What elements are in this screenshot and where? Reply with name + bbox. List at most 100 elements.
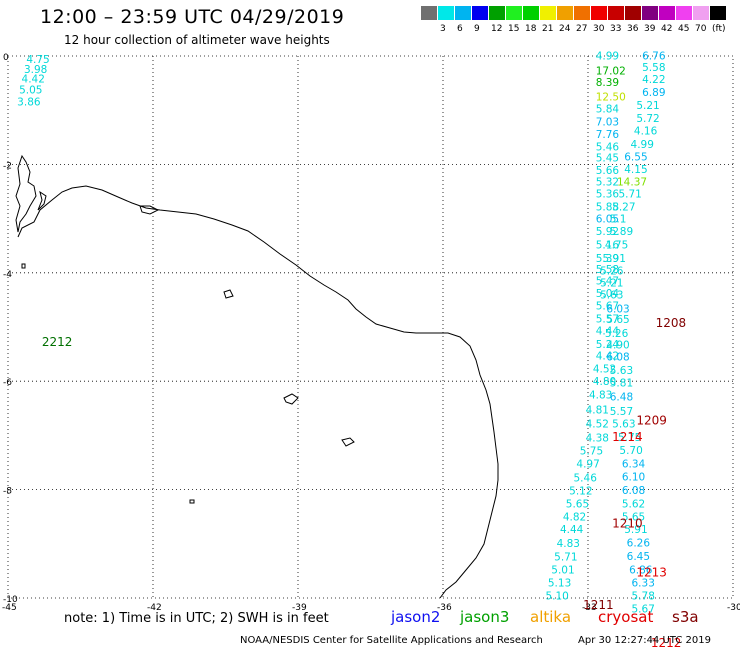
wave-height-value: 4.42 (596, 351, 619, 363)
wave-height-value: 3.98 (24, 64, 47, 76)
wave-height-value: 4.80 (593, 376, 616, 388)
wave-height-value: 5.13 (548, 578, 571, 590)
wave-height-value: 6.05 (596, 213, 619, 225)
color-swatch: 70 (693, 6, 710, 34)
wave-height-value: 4.97 (576, 458, 599, 470)
lon-tick-label: -33 (582, 603, 597, 613)
wave-height-value: 5.21 (600, 277, 623, 289)
color-swatch: 21 (540, 6, 557, 34)
page-title: 12:00 – 23:59 UTC 04/29/2019 (40, 6, 345, 28)
wave-height-value: 5.92 (596, 226, 619, 238)
coastline-islands (189, 499, 195, 504)
color-swatch: 9 (472, 6, 489, 34)
color-scale-label: 27 (576, 24, 588, 34)
wave-height-value: 5.16 (596, 239, 620, 251)
color-scale-label: 33 (610, 24, 622, 34)
wave-height-value: 5.04 (596, 288, 620, 300)
wave-height-value: 5.62 (622, 498, 645, 510)
lat-lon-grid (8, 56, 733, 598)
wave-height-value: 5.75 (580, 445, 603, 457)
color-swatch: 33 (608, 6, 625, 34)
wave-height-value: 5.36 (596, 188, 620, 200)
color-swatch: 36 (625, 6, 642, 34)
coastline-islands (21, 263, 26, 269)
wave-height-value: 5.39 (596, 253, 619, 265)
wave-height-value: 8.39 (596, 77, 619, 89)
wave-height-value: 4.90 (606, 340, 629, 352)
color-scale-label: 3 (440, 24, 446, 34)
wave-height-value: 6.45 (627, 551, 650, 563)
wave-height-value: 4.42 (22, 74, 45, 86)
wave-height-value: 6.55 (624, 152, 647, 164)
wave-height-value: 5.75 (618, 432, 641, 444)
color-scale-label: 45 (678, 24, 690, 34)
wave-height-value: 4.75 (605, 239, 628, 251)
coastline (15, 154, 499, 599)
color-scale-label: 36 (627, 24, 639, 34)
color-scale-label: 24 (559, 24, 571, 34)
wave-height-value: 4.38 (586, 432, 609, 444)
color-scale-legend: 3 6 9 12 15 18 21 24 27 30 33 36 39 42 45 70 (ft) (421, 6, 727, 34)
track-time-label: 1211 (583, 598, 614, 612)
track-time-label: 1209 (636, 414, 667, 428)
color-scale-label: 18 (525, 24, 537, 34)
wave-height-value: 14.37 (617, 177, 647, 189)
color-swatch: 42 (659, 6, 676, 34)
color-scale-label: 42 (661, 24, 673, 34)
wave-height-value: 7.03 (596, 116, 619, 128)
page-subtitle: 12 hour collection of altimeter wave hei… (64, 33, 330, 47)
wave-height-value: 6.08 (622, 485, 645, 497)
wave-height-value: 5.88 (596, 201, 619, 213)
color-scale-label: 30 (593, 24, 605, 34)
wave-height-value: 4.83 (557, 538, 580, 550)
wave-height-value: 5.57 (596, 314, 619, 326)
wave-height-value: 5.26 (600, 265, 624, 277)
color-swatch: 12 (489, 6, 506, 34)
wave-height-value: 5.57 (610, 406, 633, 418)
track-time-label: 1212 (651, 636, 682, 650)
wave-height-value: 17.02 (596, 65, 626, 77)
color-scale-label: 6 (457, 24, 463, 34)
color-swatch: 15 (506, 6, 523, 34)
lon-tick-label: -30 (727, 603, 740, 613)
wave-height-value: 3.86 (17, 96, 41, 108)
wave-height-value: 6.26 (627, 538, 651, 550)
wave-height-value: 6.34 (622, 458, 646, 470)
wave-height-value: 6.89 (642, 87, 665, 99)
coastline-islands (341, 437, 355, 447)
color-scale-label: 39 (644, 24, 656, 34)
wave-height-value: 7.76 (596, 129, 620, 141)
wave-height-value: 4.82 (563, 511, 586, 523)
color-swatch: (ft) (710, 6, 727, 34)
wave-height-value: 5.47 (596, 276, 619, 288)
wave-height-value: 5.26 (605, 328, 629, 340)
wave-height-value: 5.45 (596, 153, 619, 165)
coastline-islands (223, 289, 234, 299)
color-swatch (421, 6, 438, 20)
track-time-label: 1208 (656, 316, 687, 330)
wave-height-value: 5.81 (610, 378, 633, 390)
lat-tick-label: -8 (3, 487, 12, 497)
wave-height-value: 5.63 (600, 289, 623, 301)
wave-height-value: 5.65 (606, 314, 629, 326)
wave-height-value: 5.78 (632, 591, 655, 603)
coastline-mainland (17, 185, 499, 599)
color-swatch: 45 (676, 6, 693, 34)
color-swatch: 30 (591, 6, 608, 34)
lat-tick-label: -4 (3, 270, 12, 280)
wave-height-value: 5.01 (551, 565, 574, 577)
lon-tick-label: -45 (2, 603, 17, 613)
wave-height-value: 5.67 (632, 604, 655, 616)
wave-height-value: 5.10 (545, 591, 568, 603)
wave-height-value: 5.46 (574, 472, 598, 484)
wave-height-value: 5.1 (610, 213, 627, 225)
wave-height-value: 5.12 (569, 485, 592, 497)
wave-height-value: 5.21 (636, 100, 659, 112)
wave-height-value: 5.66 (596, 165, 620, 177)
wave-height-value: 6.86 (629, 565, 653, 577)
units-note: note: 1) Time is in UTC; 2) SWH is in fe… (64, 611, 329, 626)
satellite-legend-jason3: jason3 (460, 608, 510, 626)
lon-tick-label: -42 (147, 603, 162, 613)
wave-height-value: 5.63 (612, 418, 635, 430)
